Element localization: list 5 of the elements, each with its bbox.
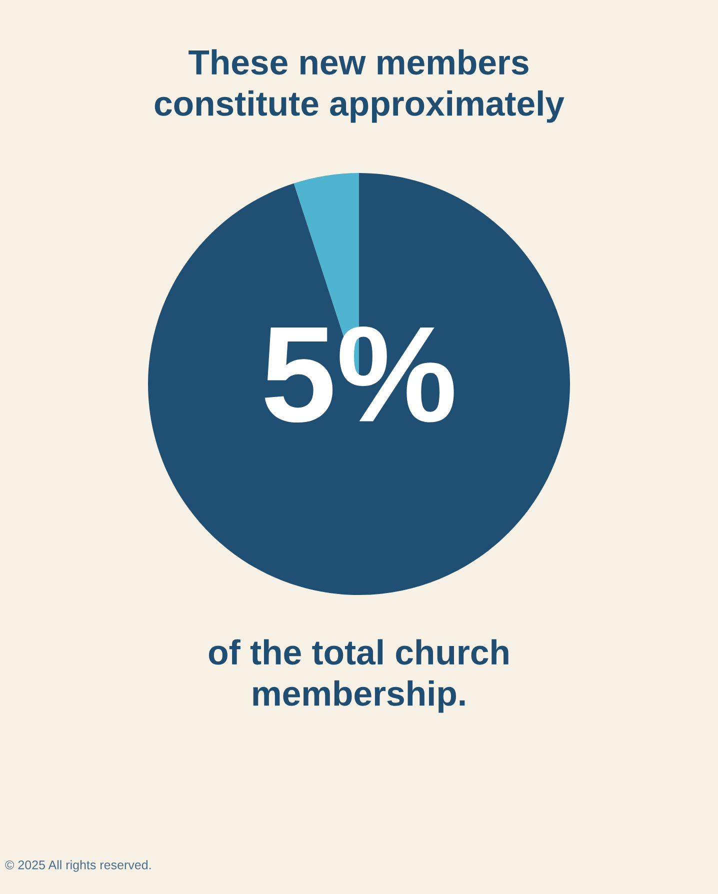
text: of the total church membership. — [208, 639, 508, 713]
chart-title: These new members constitute approximately — [154, 49, 564, 123]
text: © 2025 All rights reserved. — [5, 860, 151, 872]
pie-slice — [148, 173, 570, 595]
text: 5% — [264, 326, 454, 423]
